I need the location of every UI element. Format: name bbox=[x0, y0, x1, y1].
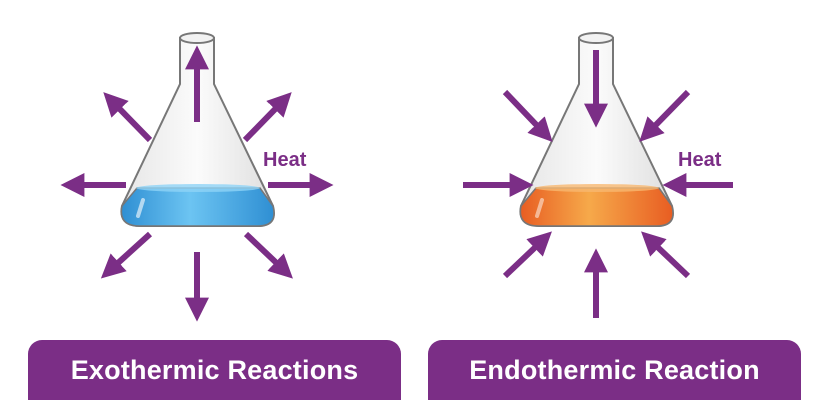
arrow-upper-left-icon bbox=[103, 92, 153, 143]
exothermic-heat-arrows bbox=[60, 45, 334, 322]
arrow-upper-right-icon bbox=[242, 92, 292, 143]
exothermic-heat-label: Heat bbox=[263, 149, 307, 171]
arrow-upper-left-in-icon bbox=[502, 89, 553, 142]
endothermic-heat-label: Heat bbox=[678, 149, 722, 171]
exothermic-title: Exothermic Reactions bbox=[28, 340, 401, 400]
exothermic-flask bbox=[120, 32, 275, 227]
endothermic-heat-arrows bbox=[463, 50, 733, 318]
arrow-upper-right-in-icon bbox=[639, 89, 691, 142]
arrow-lower-left-icon bbox=[100, 231, 153, 279]
arrow-lower-left-in-icon bbox=[502, 231, 552, 279]
endothermic-title: Endothermic Reaction bbox=[428, 340, 801, 400]
endothermic-flask bbox=[519, 32, 674, 227]
arrow-lower-right-icon bbox=[243, 231, 293, 279]
endothermic-liquid bbox=[519, 187, 674, 227]
exothermic-liquid bbox=[120, 187, 275, 227]
arrow-lower-right-in-icon bbox=[641, 231, 691, 279]
